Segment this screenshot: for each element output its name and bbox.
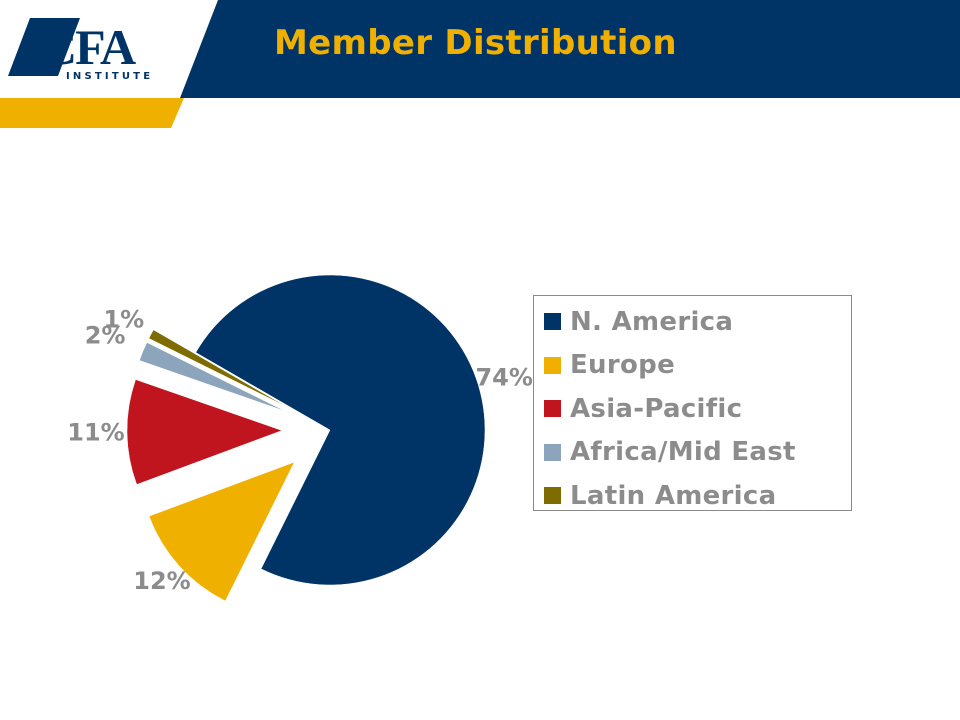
pie-labels: 74% 12% 11% 2%1%: [67, 305, 533, 595]
legend-item: Europe: [544, 344, 851, 388]
logo-parallelogram: [8, 18, 80, 76]
cfa-logo: CFA INSTITUTE: [8, 18, 153, 82]
slide-title: Member Distribution: [274, 23, 677, 63]
legend-item: Africa/Mid East: [544, 431, 851, 475]
logo-subtext: INSTITUTE: [66, 71, 153, 82]
logo-text: CFA: [41, 19, 136, 75]
pie-slice-asia-pacific: [126, 379, 283, 485]
pie-slice-europe: [148, 461, 295, 602]
legend-item: N. America: [544, 300, 851, 344]
pie-label-europe: 12%: [133, 567, 190, 595]
legend-label: Asia-Pacific: [570, 393, 743, 424]
pie-label-asia-pacific: 11%: [67, 419, 124, 447]
legend-swatch: [544, 313, 561, 331]
chart-legend: N. America Europe Asia-Pacific Africa/Mid E…: [533, 295, 852, 511]
pie-slice-n-america: [195, 274, 486, 586]
header-blue-band: [0, 0, 960, 98]
legend-label: Latin America: [570, 480, 777, 511]
pie-label-n-america: 74%: [475, 363, 532, 391]
legend-swatch: [544, 487, 561, 505]
pie-slice-latin-america: [148, 329, 288, 408]
pie-chart: 74% 12% 11% 2%1%: [67, 274, 533, 602]
legend-label: Africa/Mid East: [570, 437, 796, 468]
header-gold-stripe: [0, 98, 184, 128]
pie-slice-africa-mid-east: [139, 342, 286, 412]
legend-label: Europe: [570, 350, 676, 381]
slide-header: CFA INSTITUTE: [0, 0, 960, 128]
legend-item: Latin America: [544, 474, 851, 518]
legend-swatch: [544, 400, 561, 418]
legend-swatch: [544, 443, 561, 461]
pie-label-africa-mid-east: 2%: [85, 321, 126, 349]
pie-slices: [126, 274, 486, 602]
legend-swatch: [544, 356, 561, 374]
legend-item: Asia-Pacific: [544, 387, 851, 431]
legend-label: N. America: [570, 306, 734, 337]
pie-label-latin-america: 1%: [103, 305, 144, 333]
